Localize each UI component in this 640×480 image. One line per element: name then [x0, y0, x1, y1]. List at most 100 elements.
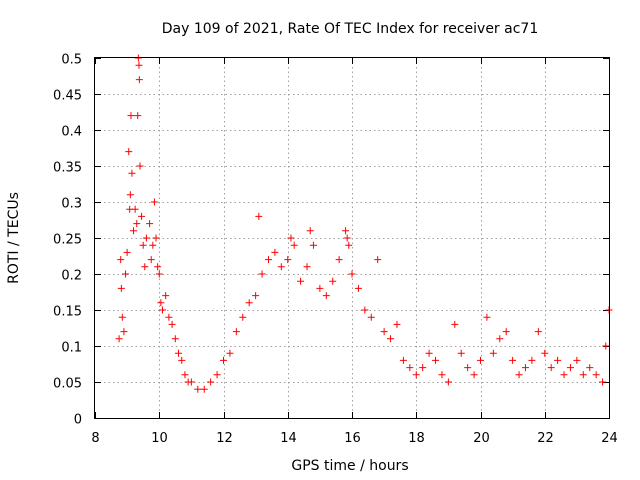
- data-point: [126, 191, 134, 199]
- data-point: [425, 349, 433, 357]
- data-point: [194, 385, 202, 393]
- data-point: [566, 364, 574, 372]
- data-point: [297, 277, 305, 285]
- data-point: [277, 263, 285, 271]
- data-point: [157, 299, 165, 307]
- data-point: [181, 371, 189, 379]
- data-point: [306, 227, 314, 235]
- data-point: [444, 378, 452, 386]
- data-point: [361, 306, 369, 314]
- data-point: [380, 328, 388, 336]
- data-point: [118, 313, 126, 321]
- data-point: [554, 356, 562, 364]
- data-point: [464, 364, 472, 372]
- y-tick-label: 0.5: [61, 53, 82, 68]
- data-point: [521, 364, 529, 372]
- data-point: [451, 320, 459, 328]
- data-point: [175, 349, 183, 357]
- x-tick-label: 8: [91, 431, 99, 446]
- data-point: [115, 335, 123, 343]
- data-point: [131, 205, 139, 213]
- data-point: [232, 328, 240, 336]
- data-point: [573, 356, 581, 364]
- chart-title: Day 109 of 2021, Rate Of TEC Index for r…: [162, 21, 538, 37]
- data-point: [168, 320, 176, 328]
- plot-frame: [94, 57, 610, 419]
- x-tick-label: 20: [473, 431, 490, 446]
- data-point: [271, 248, 279, 256]
- data-point: [117, 284, 125, 292]
- data-point: [135, 61, 143, 69]
- data-point: [149, 241, 157, 249]
- x-tick-label: 24: [601, 431, 618, 446]
- data-point: [393, 320, 401, 328]
- y-tick-label: 0.3: [61, 197, 82, 212]
- y-axis: 0 0.05 0.1 0.15 0.2 0.25 0.3 0.35 0.4 0.45 0.5: [53, 53, 609, 428]
- data-point: [264, 256, 272, 264]
- data-point: [128, 169, 136, 177]
- data-point: [255, 212, 263, 220]
- data-point: [284, 256, 292, 264]
- data-point: [438, 371, 446, 379]
- data-point: [290, 241, 298, 249]
- data-point: [158, 306, 166, 314]
- data-point: [387, 335, 395, 343]
- data-point: [207, 378, 215, 386]
- data-point: [200, 385, 208, 393]
- data-point: [245, 299, 253, 307]
- data-point: [162, 292, 170, 300]
- data-point: [483, 313, 491, 321]
- data-point: [135, 76, 143, 84]
- y-axis-label: ROTI / TECUs: [6, 192, 22, 284]
- y-tick-label: 0.4: [61, 125, 82, 140]
- data-point: [220, 356, 227, 364]
- data-point: [374, 256, 382, 264]
- data-point: [343, 234, 351, 242]
- y-tick-label: 0.1: [61, 341, 82, 356]
- x-tick-label: 10: [151, 431, 168, 446]
- y-tick-label: 0.35: [53, 161, 82, 176]
- data-point: [502, 328, 510, 336]
- y-tick-label: 0.15: [53, 305, 82, 320]
- data-points: [115, 54, 613, 393]
- data-point: [154, 263, 162, 271]
- data-point: [579, 371, 587, 379]
- data-point: [322, 292, 330, 300]
- data-point: [342, 227, 350, 235]
- y-tick-label: 0.25: [53, 233, 82, 248]
- data-point: [171, 335, 179, 343]
- data-point: [123, 248, 131, 256]
- data-point: [142, 234, 150, 242]
- data-point: [134, 112, 142, 120]
- data-point: [399, 356, 407, 364]
- x-tick-label: 18: [408, 431, 425, 446]
- data-point: [496, 335, 504, 343]
- data-point: [534, 328, 542, 336]
- y-tick-label: 0.2: [61, 269, 82, 284]
- data-point: [602, 342, 610, 350]
- data-point: [117, 256, 125, 264]
- data-point: [470, 371, 478, 379]
- data-point: [547, 364, 555, 372]
- data-point: [146, 220, 154, 228]
- data-point: [335, 256, 343, 264]
- data-point: [138, 212, 146, 220]
- data-point: [509, 356, 517, 364]
- data-point: [125, 148, 133, 156]
- y-tick-label: 0.45: [53, 89, 82, 104]
- data-point: [147, 256, 155, 264]
- data-point: [419, 364, 427, 372]
- data-point: [367, 313, 375, 321]
- data-point: [586, 364, 594, 372]
- data-point: [136, 162, 144, 170]
- data-point: [528, 356, 536, 364]
- data-point: [457, 349, 465, 357]
- data-point: [258, 270, 266, 278]
- data-point: [599, 378, 607, 386]
- data-point: [139, 241, 147, 249]
- data-point: [155, 270, 163, 278]
- x-axis: 8 10 12 14 16 18 20 22 24: [91, 58, 618, 446]
- x-tick-label: 12: [216, 431, 233, 446]
- data-point: [130, 227, 138, 235]
